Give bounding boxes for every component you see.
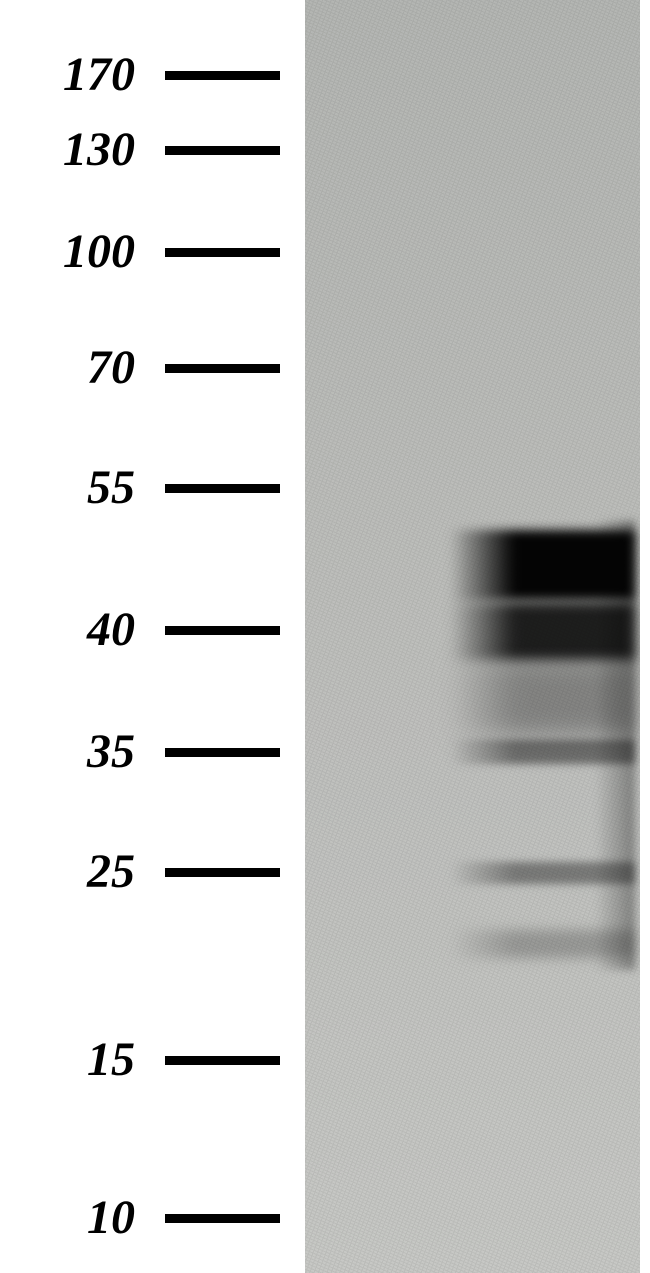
marker-label: 25 xyxy=(0,848,140,896)
marker-tick xyxy=(165,248,280,257)
molecular-weight-ladder: 170 130 100 70 55 40 35 25 15 10 xyxy=(0,0,295,1273)
marker-15kda: 15 xyxy=(0,1036,295,1084)
marker-tick xyxy=(165,146,280,155)
marker-tick xyxy=(165,1214,280,1223)
marker-170kda: 170 xyxy=(0,51,295,99)
marker-tick xyxy=(165,1056,280,1065)
marker-label: 130 xyxy=(0,126,140,174)
right-edge-streak xyxy=(595,520,635,970)
marker-tick xyxy=(165,484,280,493)
marker-label: 10 xyxy=(0,1194,140,1242)
marker-100kda: 100 xyxy=(0,228,295,276)
marker-label: 100 xyxy=(0,228,140,276)
western-blot-figure: 170 130 100 70 55 40 35 25 15 10 xyxy=(0,0,650,1273)
lane-2 xyxy=(450,0,635,1273)
marker-label: 55 xyxy=(0,464,140,512)
marker-label: 70 xyxy=(0,344,140,392)
marker-40kda: 40 xyxy=(0,606,295,654)
marker-25kda: 25 xyxy=(0,848,295,896)
marker-35kda: 35 xyxy=(0,728,295,776)
blot-membrane-panel xyxy=(305,0,640,1273)
marker-label: 35 xyxy=(0,728,140,776)
marker-55kda: 55 xyxy=(0,464,295,512)
marker-tick xyxy=(165,71,280,80)
marker-label: 40 xyxy=(0,606,140,654)
marker-tick xyxy=(165,868,280,877)
marker-130kda: 130 xyxy=(0,126,295,174)
marker-70kda: 70 xyxy=(0,344,295,392)
marker-tick xyxy=(165,748,280,757)
marker-tick xyxy=(165,364,280,373)
marker-label: 15 xyxy=(0,1036,140,1084)
lane-1 xyxy=(325,0,435,1273)
marker-label: 170 xyxy=(0,51,140,99)
marker-tick xyxy=(165,626,280,635)
marker-10kda: 10 xyxy=(0,1194,295,1242)
